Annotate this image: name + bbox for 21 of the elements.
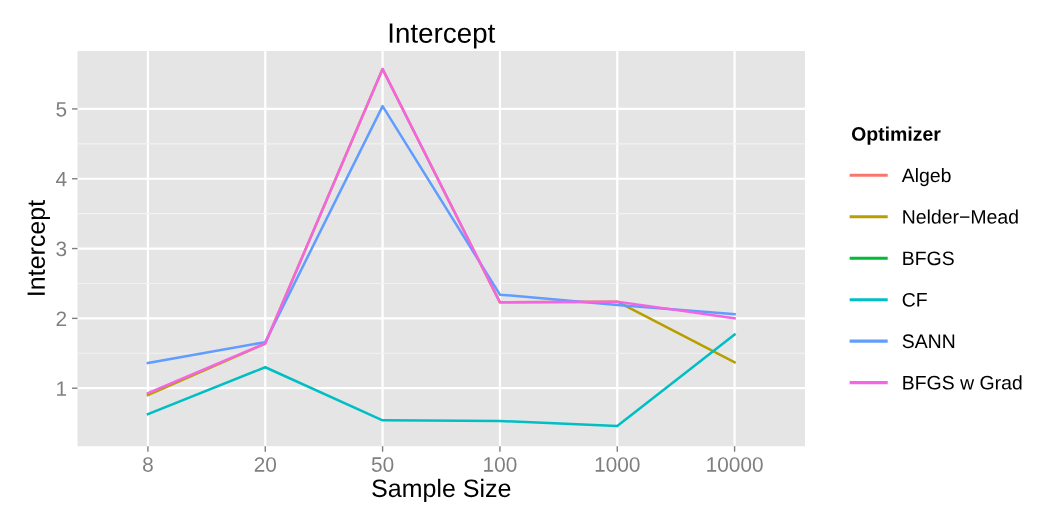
y-tick-label: 4 [56, 171, 67, 187]
x-tick-label: 50 [371, 457, 394, 472]
legend-title: Optimizer [851, 126, 941, 145]
y-tick-label: 2 [56, 311, 67, 326]
y-axis-title: Intercept [27, 200, 50, 295]
legend-label: CF [902, 292, 927, 307]
y-tick-label: 1 [57, 381, 67, 396]
x-tick-label: 20 [254, 457, 277, 472]
legend-label: BFGS [903, 251, 954, 266]
x-tick-label: 10000 [707, 457, 763, 472]
y-tick-label: 3 [56, 241, 67, 257]
x-tick-label: 1000 [595, 457, 640, 472]
x-tick-label: 100 [484, 457, 517, 472]
legend-label: Nelder−Mead [903, 209, 1018, 224]
legend-label: Algeb [901, 168, 951, 187]
x-tick-label: 8 [143, 457, 153, 472]
legend-label: SANN [902, 334, 955, 349]
legend-label: BFGS w Grad [903, 375, 1022, 390]
chart-title: Intercept [389, 23, 496, 49]
x-axis-title: Sample Size [372, 478, 511, 503]
y-tick-label: 5 [56, 102, 67, 117]
